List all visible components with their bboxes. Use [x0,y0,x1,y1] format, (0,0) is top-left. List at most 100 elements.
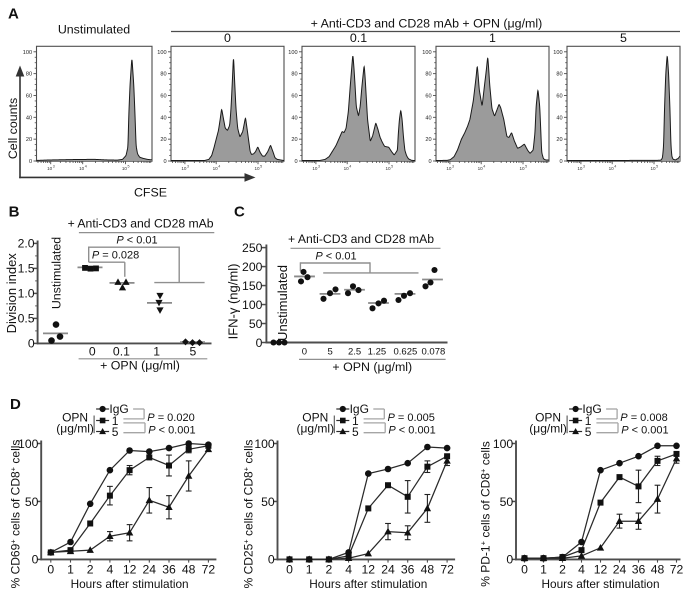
svg-text:50: 50 [500,495,514,509]
svg-text:0: 0 [256,336,263,350]
svg-text:48: 48 [421,562,435,576]
svg-text:% CD25+ cells of CD8+ cells: % CD25+ cells of CD8+ cells [242,440,256,589]
svg-text:0: 0 [559,159,562,165]
svg-text:5: 5 [656,164,658,168]
svg-text:50: 50 [25,495,39,509]
svg-text:P < 0.001: P < 0.001 [388,424,435,436]
svg-text:40: 40 [160,115,166,121]
svg-text:5: 5 [328,347,333,358]
svg-text:60: 60 [160,94,166,100]
svg-text:P = 0.005: P = 0.005 [388,412,435,424]
svg-text:3: 3 [452,164,454,168]
svg-text:2.0: 2.0 [18,237,35,251]
svg-text:72: 72 [440,562,454,576]
svg-text:20: 20 [26,137,32,143]
svg-text:100: 100 [422,50,431,56]
svg-text:P = 0.008: P = 0.008 [620,412,667,424]
svg-text:0: 0 [163,159,166,165]
svg-text:40: 40 [26,115,32,121]
svg-text:4: 4 [578,562,585,576]
svg-text:P < 0.01: P < 0.01 [116,234,157,246]
svg-text:36: 36 [162,562,176,576]
svg-text:10: 10 [609,166,615,171]
svg-text:80: 80 [291,72,297,78]
svg-text:OPN: OPN [62,411,88,425]
svg-text:5: 5 [260,164,262,168]
svg-text:A: A [8,6,19,23]
svg-text:+ Anti-CD3 and CD28 mAb: + Anti-CD3 and CD28 mAb [288,232,434,246]
svg-text:10: 10 [577,166,583,171]
svg-text:0: 0 [47,562,54,576]
svg-text:36: 36 [632,562,646,576]
svg-text:100: 100 [157,50,166,56]
svg-text:3: 3 [53,164,55,168]
svg-text:Cell counts: Cell counts [6,98,20,159]
svg-text:4: 4 [85,164,87,168]
svg-text:20: 20 [425,137,431,143]
svg-text:% PD-1+ cells of CD8+ cells: % PD-1+ cells of CD8+ cells [479,441,493,587]
svg-text:80: 80 [160,72,166,78]
svg-text:4: 4 [345,562,352,576]
svg-text:2: 2 [326,562,333,576]
svg-text:1.25: 1.25 [368,347,387,358]
svg-text:10: 10 [650,166,656,171]
svg-text:0.625: 0.625 [394,347,418,358]
svg-text:10: 10 [312,166,318,171]
svg-text:4: 4 [218,164,220,168]
svg-text:IgG: IgG [350,402,369,416]
svg-text:0.1: 0.1 [113,345,130,359]
svg-text:4: 4 [614,164,616,168]
svg-text:0: 0 [506,553,513,567]
svg-text:0.1: 0.1 [350,31,367,45]
svg-text:Hours after stimulation: Hours after stimulation [71,577,189,591]
svg-text:Unstimulated: Unstimulated [275,265,290,341]
svg-text:P < 0.001: P < 0.001 [148,424,195,436]
svg-text:100: 100 [288,50,297,56]
svg-text:5: 5 [128,164,130,168]
svg-text:5: 5 [525,164,527,168]
svg-text:CFSE: CFSE [134,186,167,200]
svg-text:10: 10 [344,166,350,171]
svg-text:Unstimulated: Unstimulated [49,237,63,309]
svg-text:Hours after stimulation: Hours after stimulation [309,577,427,591]
svg-text:2: 2 [559,562,566,576]
svg-text:24: 24 [381,562,395,576]
svg-text:Unstimulated: Unstimulated [58,22,130,36]
svg-text:10: 10 [181,166,187,171]
svg-text:40: 40 [556,115,562,121]
svg-text:3: 3 [187,164,189,168]
svg-text:12: 12 [362,562,376,576]
svg-text:3: 3 [318,164,320,168]
svg-text:100: 100 [254,437,275,451]
svg-text:5: 5 [620,31,627,45]
svg-text:+ OPN (μg/ml): + OPN (μg/ml) [332,360,412,374]
svg-text:+ Anti-CD3 and CD28 mAb: + Anti-CD3 and CD28 mAb [68,216,214,230]
svg-text:10: 10 [385,166,391,171]
svg-text:10: 10 [478,166,484,171]
svg-text:IgG: IgG [582,402,601,416]
svg-text:0: 0 [521,562,528,576]
svg-text:(μg/ml): (μg/ml) [56,421,94,435]
svg-text:OPN: OPN [535,411,561,425]
svg-text:50: 50 [261,495,275,509]
svg-text:1: 1 [153,345,160,359]
svg-text:0: 0 [32,553,39,567]
svg-text:40: 40 [291,115,297,121]
svg-text:P = 0.020: P = 0.020 [147,412,194,424]
svg-text:(μg/ml): (μg/ml) [529,421,567,435]
svg-text:60: 60 [26,94,32,100]
svg-text:Hours after stimulation: Hours after stimulation [541,577,659,591]
svg-text:2.5: 2.5 [348,347,361,358]
svg-text:1.0: 1.0 [18,287,35,301]
svg-text:5: 5 [391,164,393,168]
svg-text:2: 2 [87,562,94,576]
svg-text:12: 12 [123,562,137,576]
svg-text:B: B [9,204,20,221]
svg-text:P = 0.028: P = 0.028 [92,250,139,262]
svg-text:4: 4 [107,562,114,576]
svg-text:C: C [234,204,245,221]
svg-text:200: 200 [242,260,263,274]
svg-text:OPN: OPN [302,411,328,425]
svg-text:5: 5 [190,345,197,359]
svg-text:1: 1 [540,562,547,576]
